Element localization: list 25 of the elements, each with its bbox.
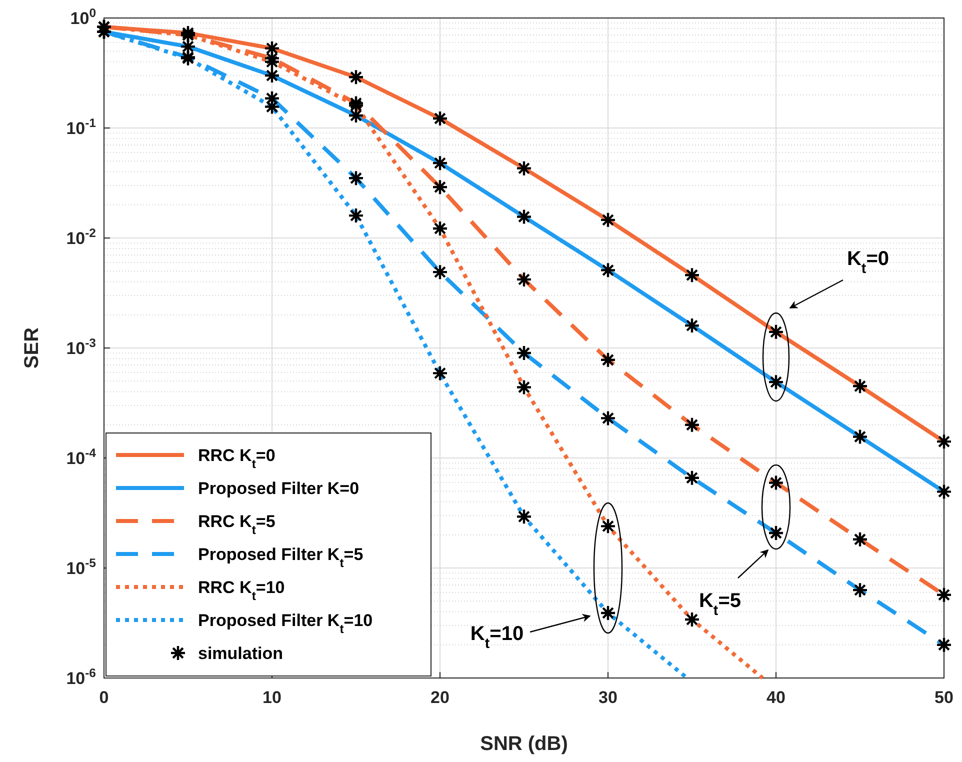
y-tick-label: 10$^{-5}$ [66,556,96,578]
x-tick-label: 50 [934,688,954,708]
x-tick-label: 30 [598,688,618,708]
y-tick-label: 10$^{-2}$ [66,226,96,248]
y-tick-label: 10$^{-4}$ [66,446,96,468]
y-tick-label: 10$^{-6}$ [66,666,96,688]
annotation: K$_{t}$=5 [698,590,742,619]
legend-label: Proposed Filter K$_{t}$=5 [198,545,364,570]
legend-label: RRC K$_{t}$=5 [198,512,276,537]
y-tick-label: 10$^{-1}$ [66,116,96,138]
y-tick-label: 10$^{-3}$ [66,336,96,358]
legend-label: Proposed Filter K$_{t}$=10 [198,611,373,636]
legend-label: RRC K$_{t}$=10 [198,578,285,603]
x-tick-label: 10 [262,688,282,708]
x-axis-title: SNR (dB) [480,733,568,755]
legend-label: simulation [198,644,284,663]
annotation: K$_{t}$=10 [470,623,524,652]
x-tick-label: 40 [766,688,786,708]
y-axis-title: SER [21,326,43,369]
y-tick-label: 10$^{0}$ [70,6,96,28]
x-tick-label: 0 [99,688,109,708]
legend-label: RRC K$_{t}$=0 [198,446,276,471]
legend-label: Proposed Filter K=0 [198,479,360,498]
x-tick-label: 20 [430,688,450,708]
annotation: K$_{t}$=0 [846,248,890,277]
